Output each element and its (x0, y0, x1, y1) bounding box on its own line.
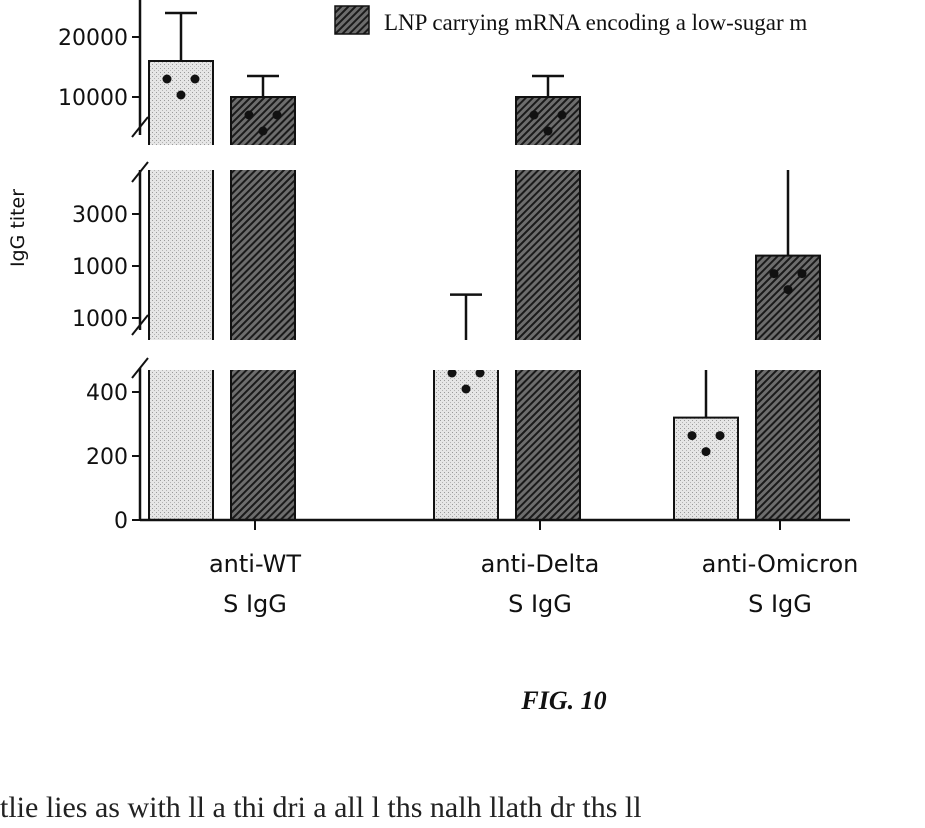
bar-light-0 (149, 61, 213, 520)
category-label: anti-Delta (481, 550, 600, 578)
y-tick-label: 1000 (72, 307, 128, 332)
data-point (273, 111, 282, 120)
data-point (784, 285, 793, 294)
data-point (530, 111, 539, 120)
axis-break-band (141, 145, 841, 170)
data-point (259, 127, 268, 136)
y-tick-label: 0 (114, 509, 128, 534)
y-tick-label: 200 (86, 445, 128, 470)
data-point (770, 269, 779, 278)
y-tick-label: 20000 (58, 26, 128, 51)
legend-label: LNP carrying mRNA encoding a low-sugar m (384, 10, 807, 35)
y-tick-label: 400 (86, 381, 128, 406)
category-label: anti-Omicron (702, 550, 859, 578)
data-point (702, 447, 711, 456)
bar-light-1 (434, 355, 498, 520)
bar-dark-2 (756, 256, 820, 520)
data-point (716, 431, 725, 440)
data-point (558, 111, 567, 120)
category-label: anti-WT (209, 550, 301, 578)
data-point (163, 75, 172, 84)
category-label: S IgG (223, 590, 287, 618)
bar-light-2 (674, 418, 738, 520)
data-point (544, 127, 553, 136)
y-axis-label: IgG titer (7, 189, 29, 267)
legend-swatch (335, 6, 369, 34)
data-point (191, 75, 200, 84)
data-point (245, 111, 254, 120)
category-label: S IgG (508, 590, 572, 618)
y-tick-label: 10000 (58, 86, 128, 111)
data-point (798, 269, 807, 278)
cut-off-body-text: tlie lies as with ll a thi dri a all l t… (0, 788, 642, 828)
data-point (688, 431, 697, 440)
y-tick-label: 3000 (72, 203, 128, 228)
data-point (177, 91, 186, 100)
data-point (462, 385, 471, 394)
y-tick-label: 1000 (72, 255, 128, 280)
axis-break-band (141, 340, 841, 370)
figure-caption: FIG. 10 (0, 686, 925, 716)
category-label: S IgG (748, 590, 812, 618)
